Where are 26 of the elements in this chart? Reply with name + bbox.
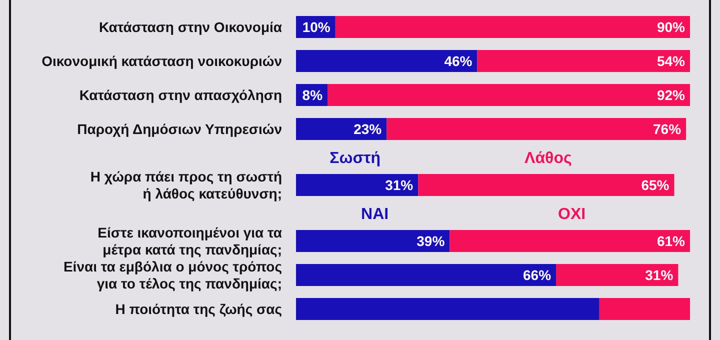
- y-tick-label: Κατάσταση στην Οικονομία: [98, 19, 282, 35]
- data-label: 92%: [656, 87, 686, 103]
- data-label: 31%: [385, 177, 414, 193]
- y-tick-label: Είναι τα εμβόλια ο μόνος τρόπος για το τέλος της πανδημίας;: [63, 258, 282, 292]
- data-label: 76%: [653, 121, 682, 137]
- data-label: 39%: [416, 233, 446, 249]
- annotation: ΝΑΙ: [361, 206, 389, 223]
- y-tick-label: Η ποιότητα της ζωής σας: [115, 301, 282, 317]
- data-label: 66%: [523, 267, 552, 283]
- data-label: 90%: [656, 19, 686, 35]
- data-label: 46%: [444, 53, 473, 69]
- data-label: 31%: [645, 267, 674, 283]
- y-tick-label: Κατάσταση στην απασχόληση: [79, 87, 282, 103]
- data-label: 54%: [656, 53, 686, 69]
- y-tick-label: Παροχή Δημόσιων Υπηρεσιών: [77, 121, 282, 137]
- data-label: 8%: [302, 87, 324, 103]
- y-tick-label: Είστε ικανοποιημένοι για τα μέτρα κατά της πανδημίας;: [98, 224, 282, 258]
- y-tick-label: Οικονομική κατάσταση νοικοκυριών: [42, 53, 282, 69]
- data-label: 10%: [302, 19, 331, 35]
- annotation: Λάθος: [524, 150, 572, 167]
- annotation: ΟΧΙ: [558, 206, 586, 223]
- annotation: Σωστή: [330, 150, 381, 167]
- data-label: 61%: [656, 233, 686, 249]
- data-label: 65%: [641, 177, 670, 193]
- y-tick-label: Η χώρα πάει προς τη σωστή ή λάθος κατεύθυνση;: [90, 168, 282, 202]
- data-label: 23%: [354, 121, 382, 137]
